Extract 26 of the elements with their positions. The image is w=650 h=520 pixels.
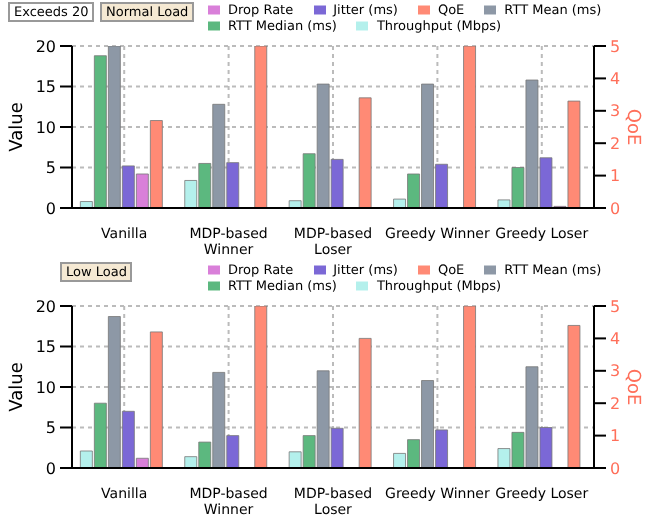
y2-axis-title: QoE: [621, 108, 642, 146]
y2-tick-label: 3: [610, 102, 621, 121]
y2-tick-label: 3: [610, 362, 621, 381]
y-tick-label: 10: [35, 118, 56, 137]
y2-axis-title: QoE: [621, 368, 642, 406]
y-tick-label: 5: [45, 419, 56, 438]
y2-tick-label: 2: [610, 134, 621, 153]
y2-tick-label: 1: [610, 427, 621, 446]
y-tick-label: 20: [35, 37, 56, 56]
y-tick-label: 0: [45, 459, 56, 478]
y2-tick-label: 4: [610, 330, 621, 349]
y2-tick-label: 4: [610, 70, 621, 89]
y-axis-title: Value: [8, 101, 29, 152]
y-tick-label: 15: [35, 338, 56, 357]
y-tick-label: 15: [35, 78, 56, 97]
y-tick-label: 10: [35, 378, 56, 397]
y2-tick-label: 0: [610, 199, 621, 218]
y2-tick-label: 0: [610, 459, 621, 478]
y-tick-label: 5: [45, 159, 56, 178]
y2-tick-label: 1: [610, 167, 621, 186]
y-tick-label: 0: [45, 199, 56, 218]
y2-tick-label: 2: [610, 394, 621, 413]
y2-tick-label: 5: [610, 37, 621, 56]
y-axis-title: Value: [8, 361, 29, 412]
y-tick-label: 20: [35, 297, 56, 316]
y2-tick-label: 5: [610, 297, 621, 316]
